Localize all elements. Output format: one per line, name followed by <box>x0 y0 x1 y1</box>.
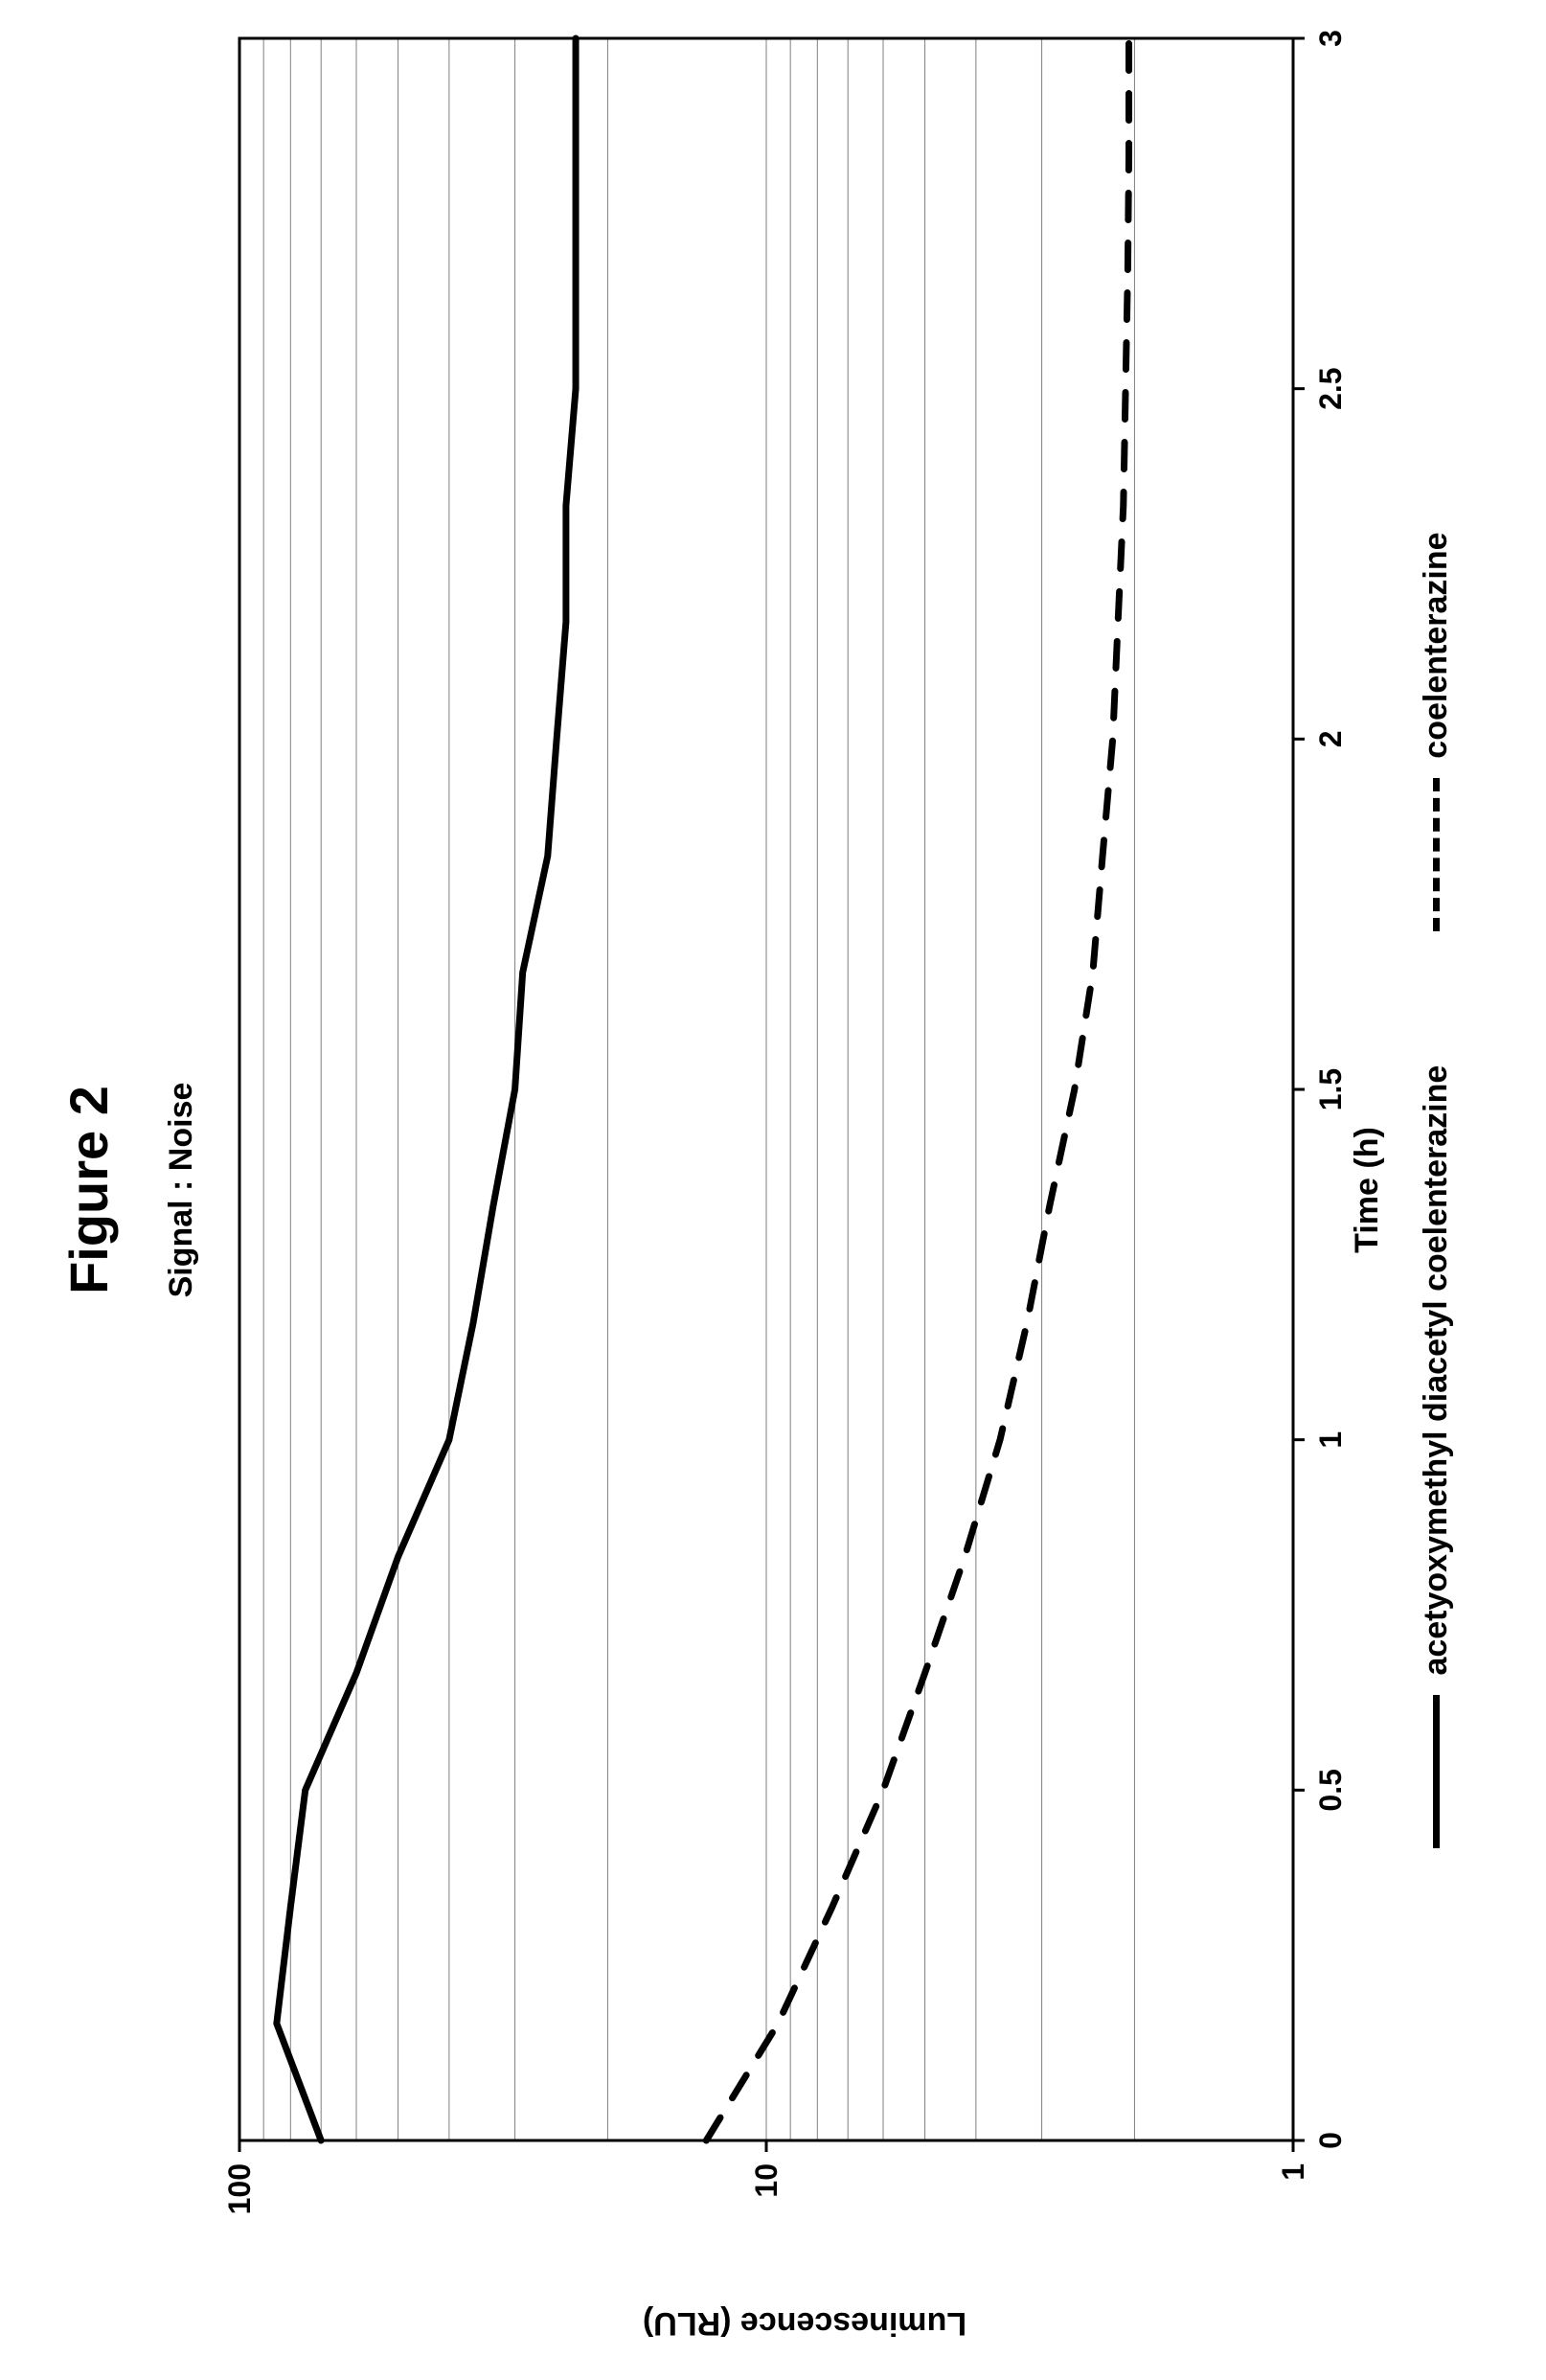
legend: acetyoxymethyl diacetyl coelenterazine c… <box>1418 0 1455 2380</box>
x-axis-label: Time (h) <box>1349 0 1386 2380</box>
x-tick-label: 0 <box>1313 2132 1348 2149</box>
y-tick-label: 100 <box>222 2163 257 2214</box>
legend-label-0: acetyoxymethyl diacetyl coelenterazine <box>1418 1065 1455 1676</box>
y-tick-label: 1 <box>1276 2163 1310 2181</box>
chart-title: Signal : Noise <box>163 0 200 2380</box>
legend-swatch-solid <box>1433 1695 1440 1848</box>
legend-item-series-0: acetyoxymethyl diacetyl coelenterazine <box>1418 1065 1455 1848</box>
figure-title: Figure 2 <box>57 0 120 2380</box>
x-tick-label: 1.5 <box>1313 1068 1348 1110</box>
page: Figure 2 Signal : Noise Luminescence (RL… <box>0 0 1546 2380</box>
rotated-chart-canvas: Figure 2 Signal : Noise Luminescence (RL… <box>0 0 1546 2380</box>
legend-label-1: coelenterazine <box>1418 532 1455 758</box>
y-tick-label: 10 <box>749 2163 784 2198</box>
legend-item-series-1: coelenterazine <box>1418 532 1455 930</box>
x-tick-label: 2.5 <box>1313 367 1348 409</box>
x-tick-label: 2 <box>1313 730 1348 747</box>
x-tick-label: 0.5 <box>1313 1769 1348 1811</box>
x-tick-label: 1 <box>1313 1431 1348 1449</box>
legend-swatch-dashed <box>1433 778 1440 931</box>
chart-svg: 1 10 100 0 0.5 1 1.5 2 2.5 3 <box>220 0 1389 2380</box>
x-tick-label: 3 <box>1313 30 1348 47</box>
